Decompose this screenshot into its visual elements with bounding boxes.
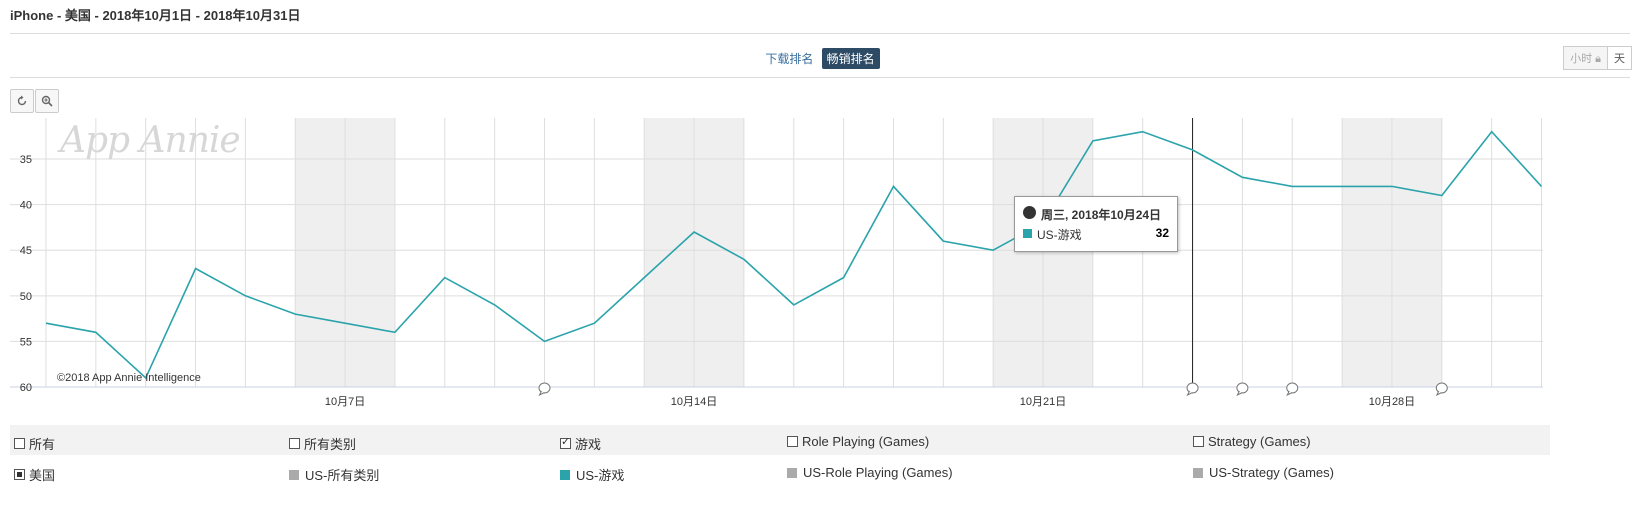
reset-icon [17,95,27,106]
data-point[interactable] [1290,184,1294,188]
toolbar-divider [10,77,1630,78]
x-tick-label: 10月7日 [325,396,365,408]
copyright-label: ©2018 App Annie Intelligence [57,372,201,384]
data-point[interactable] [742,257,746,261]
data-point[interactable] [94,330,98,334]
legend-swatch [1193,467,1203,478]
checkbox-filled-icon[interactable] [14,469,25,480]
y-tick-label: 45 [20,245,32,257]
watermark: App Annie [60,120,241,161]
data-point[interactable] [443,276,447,280]
category-filter-row: 所有 所有类别 游戏 Role Playing (Games) Strategy… [10,425,1550,455]
legend-item-us-strategy[interactable]: US-Strategy (Games) [1193,465,1334,480]
filter-role-playing[interactable]: Role Playing (Games) [787,434,929,449]
data-point[interactable] [1340,184,1344,188]
x-tick-label: 10月28日 [1369,396,1415,408]
data-point[interactable] [1141,130,1145,134]
unit-toggle: 小时 🔒︎ 天 [1563,46,1632,70]
data-point[interactable] [1390,184,1394,188]
filter-all[interactable]: 所有 [14,434,55,453]
x-tick-label: 10月14日 [671,396,717,408]
tab-grossing-rank[interactable]: 畅销排名 [821,48,880,69]
legend-swatch [560,469,570,480]
series-legend-row: 美国 US-所有类别 US-游戏 US-Role Playing (Games)… [10,456,1550,486]
checkbox-icon[interactable] [787,436,798,447]
data-point[interactable] [343,321,347,325]
page-title: iPhone - 美国 - 2018年10月1日 - 2018年10月31日 [10,8,301,23]
data-point[interactable] [1240,175,1244,179]
checkbox-icon[interactable] [289,438,300,449]
event-marker-icon[interactable] [1186,382,1199,397]
filter-country-us[interactable]: 美国 [14,465,55,484]
data-point[interactable] [592,321,596,325]
title-divider [10,33,1630,34]
data-point[interactable] [44,321,48,325]
data-point[interactable] [642,276,646,280]
x-tick-label: 10月21日 [1020,396,1066,408]
legend-item-us-role-playing[interactable]: US-Role Playing (Games) [787,465,953,480]
y-tick-label: 50 [20,291,32,303]
tooltip-series-swatch [1023,229,1032,238]
y-tick-label: 55 [20,336,32,348]
data-point[interactable] [891,184,895,188]
legend-item-us-all-categories[interactable]: US-所有类别 [289,465,379,484]
lock-icon: 🔒︎ [1595,53,1601,65]
event-marker-icon[interactable] [1435,382,1448,397]
data-point[interactable] [792,303,796,307]
data-point[interactable] [991,248,995,252]
unit-day-button[interactable]: 天 [1607,47,1631,69]
data-point[interactable] [293,312,297,316]
event-marker-icon[interactable] [1286,382,1299,397]
data-point[interactable] [1191,148,1195,152]
filter-strategy[interactable]: Strategy (Games) [1193,434,1311,449]
checkbox-checked-icon[interactable] [560,435,571,449]
y-tick-label: 40 [20,200,32,212]
tooltip-date: 周三, 2018年10月24日 [1041,208,1162,222]
filter-games[interactable]: 游戏 [560,434,601,453]
data-point[interactable] [1091,139,1095,143]
unit-hour-button[interactable]: 小时 🔒︎ [1564,47,1607,69]
tooltip-series-name: US-游戏 [1037,228,1082,242]
tab-download-rank[interactable]: 下载排名 [765,52,814,66]
filter-all-categories[interactable]: 所有类别 [289,434,356,453]
series-line-us-games[interactable] [45,130,1543,380]
data-point[interactable] [1540,184,1544,188]
event-marker-icon[interactable] [1236,382,1249,397]
zoom-button[interactable] [35,89,59,113]
data-point[interactable] [692,230,696,234]
legend-item-us-games[interactable]: US-游戏 [560,465,624,484]
data-point[interactable] [1440,194,1444,198]
data-point[interactable] [941,239,945,243]
event-marker-icon[interactable] [538,382,551,397]
legend-swatch [787,467,797,478]
data-point[interactable] [393,330,397,334]
y-tick-label: 60 [20,382,32,394]
rank-chart[interactable]: 35 40 45 50 55 60 10月7日 10月14日 10月21日 10月28日 [0,0,1640,420]
data-point[interactable] [243,294,247,298]
checkbox-icon[interactable] [1193,436,1204,447]
data-point[interactable] [493,303,497,307]
tooltip-value: 32 [1155,226,1169,240]
reset-zoom-button[interactable] [10,89,34,113]
checkbox-icon[interactable] [14,438,25,449]
zoom-icon [41,95,53,107]
data-point[interactable] [842,276,846,280]
rank-tabs: 下载排名 畅销排名 [0,48,1640,69]
legend-swatch [289,469,299,480]
y-tick-label: 35 [20,154,32,166]
data-point[interactable] [1490,130,1494,134]
globe-icon [1023,206,1036,219]
data-point[interactable] [194,266,198,270]
data-point[interactable] [543,339,547,343]
chart-tooltip: 周三, 2018年10月24日 US-游戏 32 [1014,196,1178,252]
